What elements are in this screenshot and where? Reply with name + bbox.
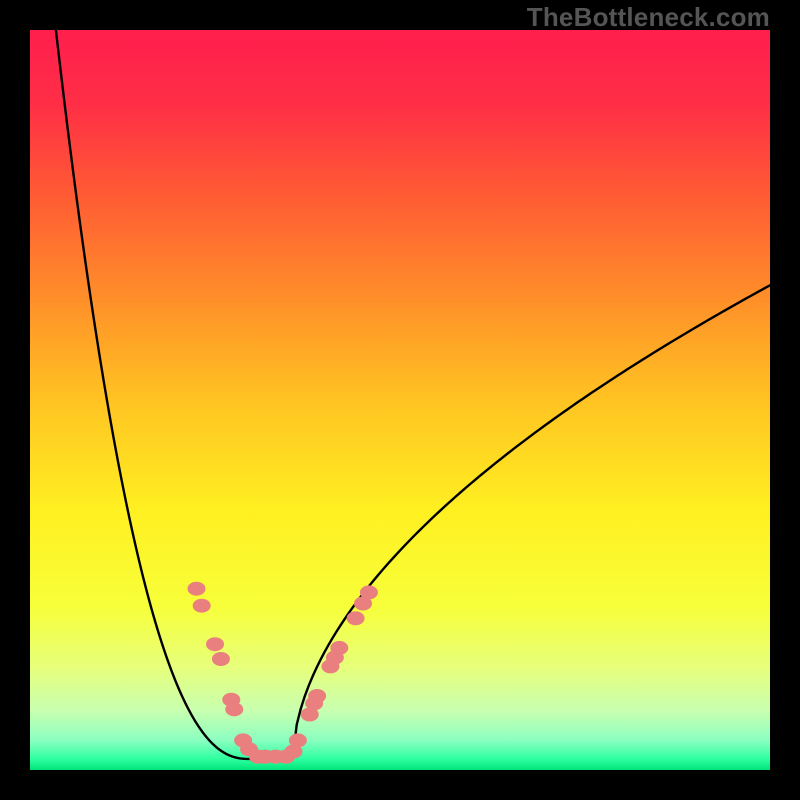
pale-overlay-band [30, 607, 770, 748]
marker-dot [193, 599, 211, 613]
marker-dot [360, 585, 378, 599]
marker-dot [225, 702, 243, 716]
marker-dot [330, 641, 348, 655]
watermark-text: TheBottleneck.com [527, 2, 770, 33]
marker-dot [206, 637, 224, 651]
marker-dot [347, 611, 365, 625]
marker-dot [188, 582, 206, 596]
marker-dot [289, 733, 307, 747]
marker-dot [308, 689, 326, 703]
marker-dot [212, 652, 230, 666]
bottleneck-chart [0, 0, 800, 800]
